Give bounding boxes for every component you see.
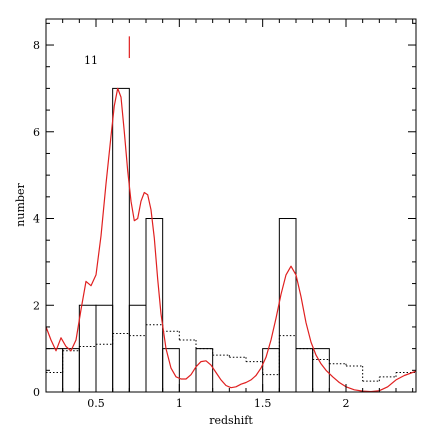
axis-ticks [46,19,416,392]
histogram-bar [128,304,147,392]
histogram-bar [295,348,314,392]
y-tick-label: 4 [33,213,40,226]
red-density-curve [46,87,416,392]
y-tick-label: 6 [33,126,40,139]
x-tick-label: 1.5 [254,397,272,410]
y-tick-label: 8 [33,39,40,52]
dotted-histogram [46,324,416,382]
y-axis-title: number [14,183,27,227]
histogram-bar [95,304,114,392]
histogram-bar [262,348,280,392]
histogram-bar [62,348,80,392]
histogram-bar [278,218,297,392]
x-tick-label: 0.5 [87,397,105,410]
annotation-label: 11 [84,54,98,67]
plot-frame [45,18,417,393]
histogram-bar [162,348,180,392]
histogram-bar [145,218,164,392]
x-tick-label: 1 [176,397,183,410]
axis-tick-labels: 0.5 1 1.5 2 0 2 4 6 8 [33,39,350,410]
x-axis-title: redshift [209,414,253,427]
histogram-bar [112,87,130,392]
histogram-bar [195,348,214,392]
density-curve [46,87,416,392]
y-tick-label: 0 [33,386,40,399]
x-tick-label: 2 [343,397,350,410]
solid-histogram [46,87,330,392]
y-tick-label: 2 [33,299,40,312]
histogram-bar [78,304,97,392]
